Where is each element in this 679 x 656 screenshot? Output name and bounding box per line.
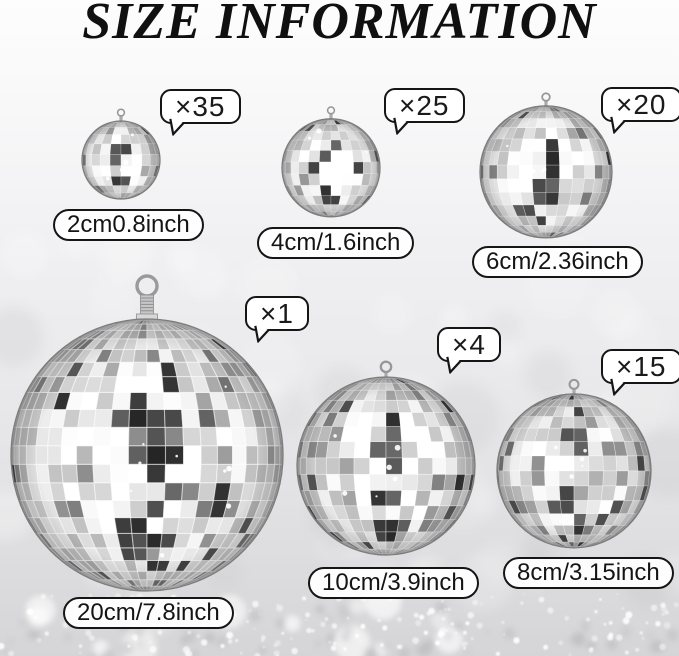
callout-tail-icon — [169, 118, 185, 137]
quantity-callout-4cm: ×25 — [384, 88, 465, 136]
callout-tail-icon — [254, 325, 270, 344]
size-label-2cm: 2cm0.8inch — [53, 209, 204, 241]
size-label-6cm: 6cm/2.36inch — [472, 246, 643, 278]
size-text: 10cm/3.9inch — [322, 569, 465, 596]
size-text: 6cm/2.36inch — [486, 248, 629, 275]
quantity-callout-10cm: ×4 — [437, 327, 501, 375]
quantity-callout-6cm: ×20 — [601, 87, 679, 135]
quantity-text: ×20 — [616, 88, 667, 120]
quantity-text: ×25 — [399, 89, 450, 121]
callout-tail-icon — [610, 378, 626, 397]
size-text: 4cm/1.6inch — [271, 229, 401, 256]
quantity-text: ×1 — [260, 297, 294, 329]
callout-tail-icon — [393, 117, 409, 136]
quantity-text: ×4 — [452, 328, 486, 360]
callout-tail-icon — [446, 356, 462, 375]
disco-ball-10cm-photo — [292, 351, 480, 566]
size-label-4cm: 4cm/1.6inch — [257, 227, 415, 259]
callout-tail-icon — [610, 116, 626, 135]
quantity-text: ×35 — [175, 90, 226, 122]
size-label-20cm: 20cm/7.8inch — [63, 597, 234, 629]
size-text: 2cm0.8inch — [67, 211, 190, 238]
size-label-8cm: 8cm/3.15inch — [503, 557, 674, 589]
disco-ball-20cm-photo — [6, 273, 288, 602]
disco-ball-8cm-photo — [492, 370, 656, 559]
size-text: 20cm/7.8inch — [77, 599, 220, 626]
quantity-callout-20cm: ×1 — [245, 296, 309, 344]
quantity-callout-8cm: ×15 — [601, 349, 679, 397]
disco-ball-6cm-photo — [475, 84, 617, 249]
quantity-text: ×15 — [616, 350, 667, 382]
size-label-10cm: 10cm/3.9inch — [308, 567, 479, 599]
size-text: 8cm/3.15inch — [517, 559, 660, 586]
page-title: SIZE INFORMATION — [82, 0, 597, 50]
quantity-callout-2cm: ×35 — [160, 89, 241, 137]
disco-ball-2cm-photo — [77, 104, 165, 210]
disco-ball-4cm-photo — [277, 100, 385, 228]
